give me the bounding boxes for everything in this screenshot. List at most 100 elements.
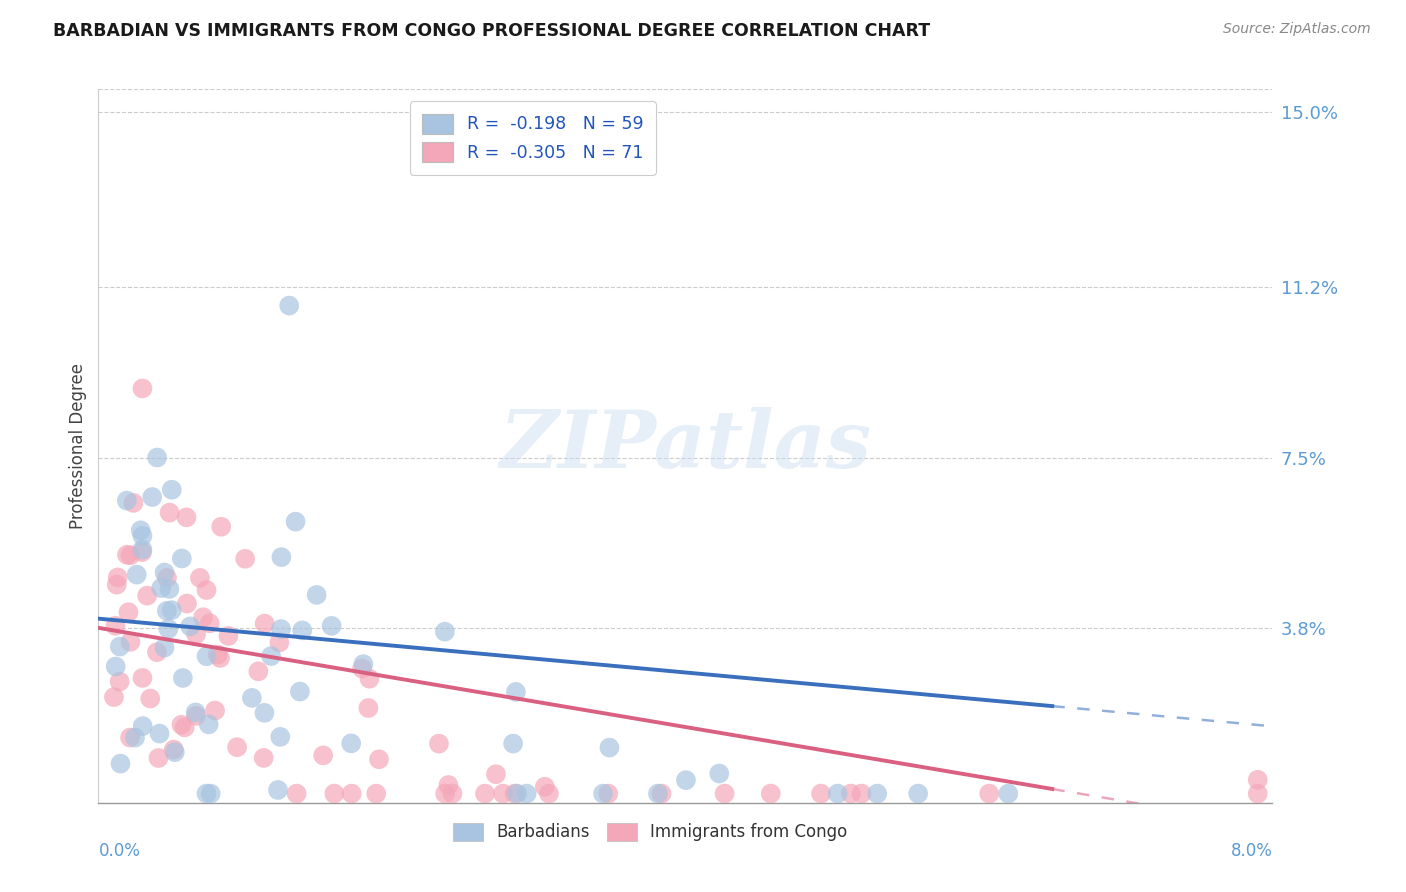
Point <box>207 648 229 662</box>
Point <box>357 701 380 715</box>
Point <box>441 787 464 801</box>
Point <box>709 766 731 780</box>
Point <box>285 787 308 801</box>
Point <box>179 619 201 633</box>
Point <box>184 627 207 641</box>
Point <box>173 720 195 734</box>
Point <box>366 787 388 801</box>
Point <box>176 597 198 611</box>
Point <box>437 778 460 792</box>
Point <box>139 691 162 706</box>
Point <box>269 730 291 744</box>
Point <box>675 773 697 788</box>
Point <box>136 589 159 603</box>
Point <box>125 567 148 582</box>
Point <box>312 748 335 763</box>
Point <box>141 490 163 504</box>
Point <box>647 787 669 801</box>
Point <box>117 605 139 619</box>
Point <box>534 780 557 794</box>
Point <box>651 787 673 801</box>
Point <box>104 619 127 633</box>
Point <box>163 745 186 759</box>
Point <box>907 787 929 801</box>
Point <box>352 661 374 675</box>
Text: ZIPatlas: ZIPatlas <box>499 408 872 484</box>
Point <box>153 640 176 655</box>
Point <box>340 736 363 750</box>
Point <box>759 787 782 801</box>
Point <box>503 787 526 801</box>
Text: BARBADIAN VS IMMIGRANTS FROM CONGO PROFESSIONAL DEGREE CORRELATION CHART: BARBADIAN VS IMMIGRANTS FROM CONGO PROFE… <box>53 22 931 40</box>
Point <box>217 629 239 643</box>
Point <box>104 659 127 673</box>
Point <box>427 737 450 751</box>
Point <box>502 737 524 751</box>
Point <box>170 551 193 566</box>
Point <box>156 604 179 618</box>
Point <box>851 787 873 801</box>
Point <box>129 524 152 538</box>
Point <box>150 581 173 595</box>
Point <box>103 690 125 704</box>
Point <box>108 640 131 654</box>
Point <box>1247 772 1270 787</box>
Point <box>270 550 292 565</box>
Point <box>598 787 620 801</box>
Point <box>866 787 889 801</box>
Point <box>195 787 218 801</box>
Point <box>827 787 849 801</box>
Point <box>188 571 211 585</box>
Point <box>170 718 193 732</box>
Point <box>176 510 198 524</box>
Point <box>146 450 169 465</box>
Point <box>253 616 276 631</box>
Point <box>433 624 456 639</box>
Point <box>592 787 614 801</box>
Point <box>198 616 221 631</box>
Point <box>197 717 219 731</box>
Point <box>195 582 218 597</box>
Point <box>979 787 1001 801</box>
Point <box>131 545 153 559</box>
Point <box>713 787 735 801</box>
Point <box>131 671 153 685</box>
Point <box>153 566 176 580</box>
Point <box>506 787 529 801</box>
Point <box>233 551 256 566</box>
Point <box>110 756 132 771</box>
Point <box>184 709 207 723</box>
Legend: Barbadians, Immigrants from Congo: Barbadians, Immigrants from Congo <box>447 816 853 848</box>
Point <box>997 787 1019 801</box>
Point <box>208 651 231 665</box>
Point <box>120 548 142 562</box>
Point <box>267 783 290 797</box>
Point <box>105 577 128 591</box>
Point <box>131 542 153 557</box>
Point <box>260 649 283 664</box>
Point <box>131 529 153 543</box>
Point <box>172 671 194 685</box>
Point <box>124 731 146 745</box>
Point <box>359 672 381 686</box>
Point <box>226 740 249 755</box>
Point <box>108 674 131 689</box>
Point <box>537 787 560 801</box>
Point <box>240 690 263 705</box>
Point <box>434 787 457 801</box>
Point <box>305 588 328 602</box>
Point <box>270 622 292 636</box>
Point <box>253 706 276 720</box>
Point <box>278 299 301 313</box>
Point <box>810 787 832 801</box>
Point <box>131 381 153 395</box>
Point <box>839 787 862 801</box>
Point <box>148 751 170 765</box>
Point <box>156 571 179 585</box>
Point <box>122 496 145 510</box>
Point <box>352 657 374 672</box>
Point <box>368 752 391 766</box>
Point <box>288 684 311 698</box>
Point <box>163 742 186 756</box>
Point <box>209 520 232 534</box>
